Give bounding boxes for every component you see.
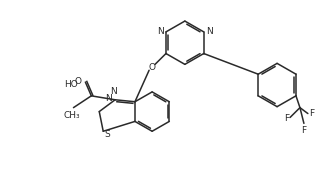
Text: HO: HO [64,79,77,89]
Text: O: O [74,77,81,86]
Text: N: N [106,94,112,103]
Text: F: F [302,126,307,135]
Text: N: N [157,27,164,36]
Text: O: O [149,63,155,72]
Text: F: F [309,109,315,118]
Text: N: N [206,27,212,36]
Text: CH₃: CH₃ [63,111,80,120]
Text: S: S [104,130,110,139]
Text: F: F [284,114,290,123]
Text: N: N [110,87,117,96]
